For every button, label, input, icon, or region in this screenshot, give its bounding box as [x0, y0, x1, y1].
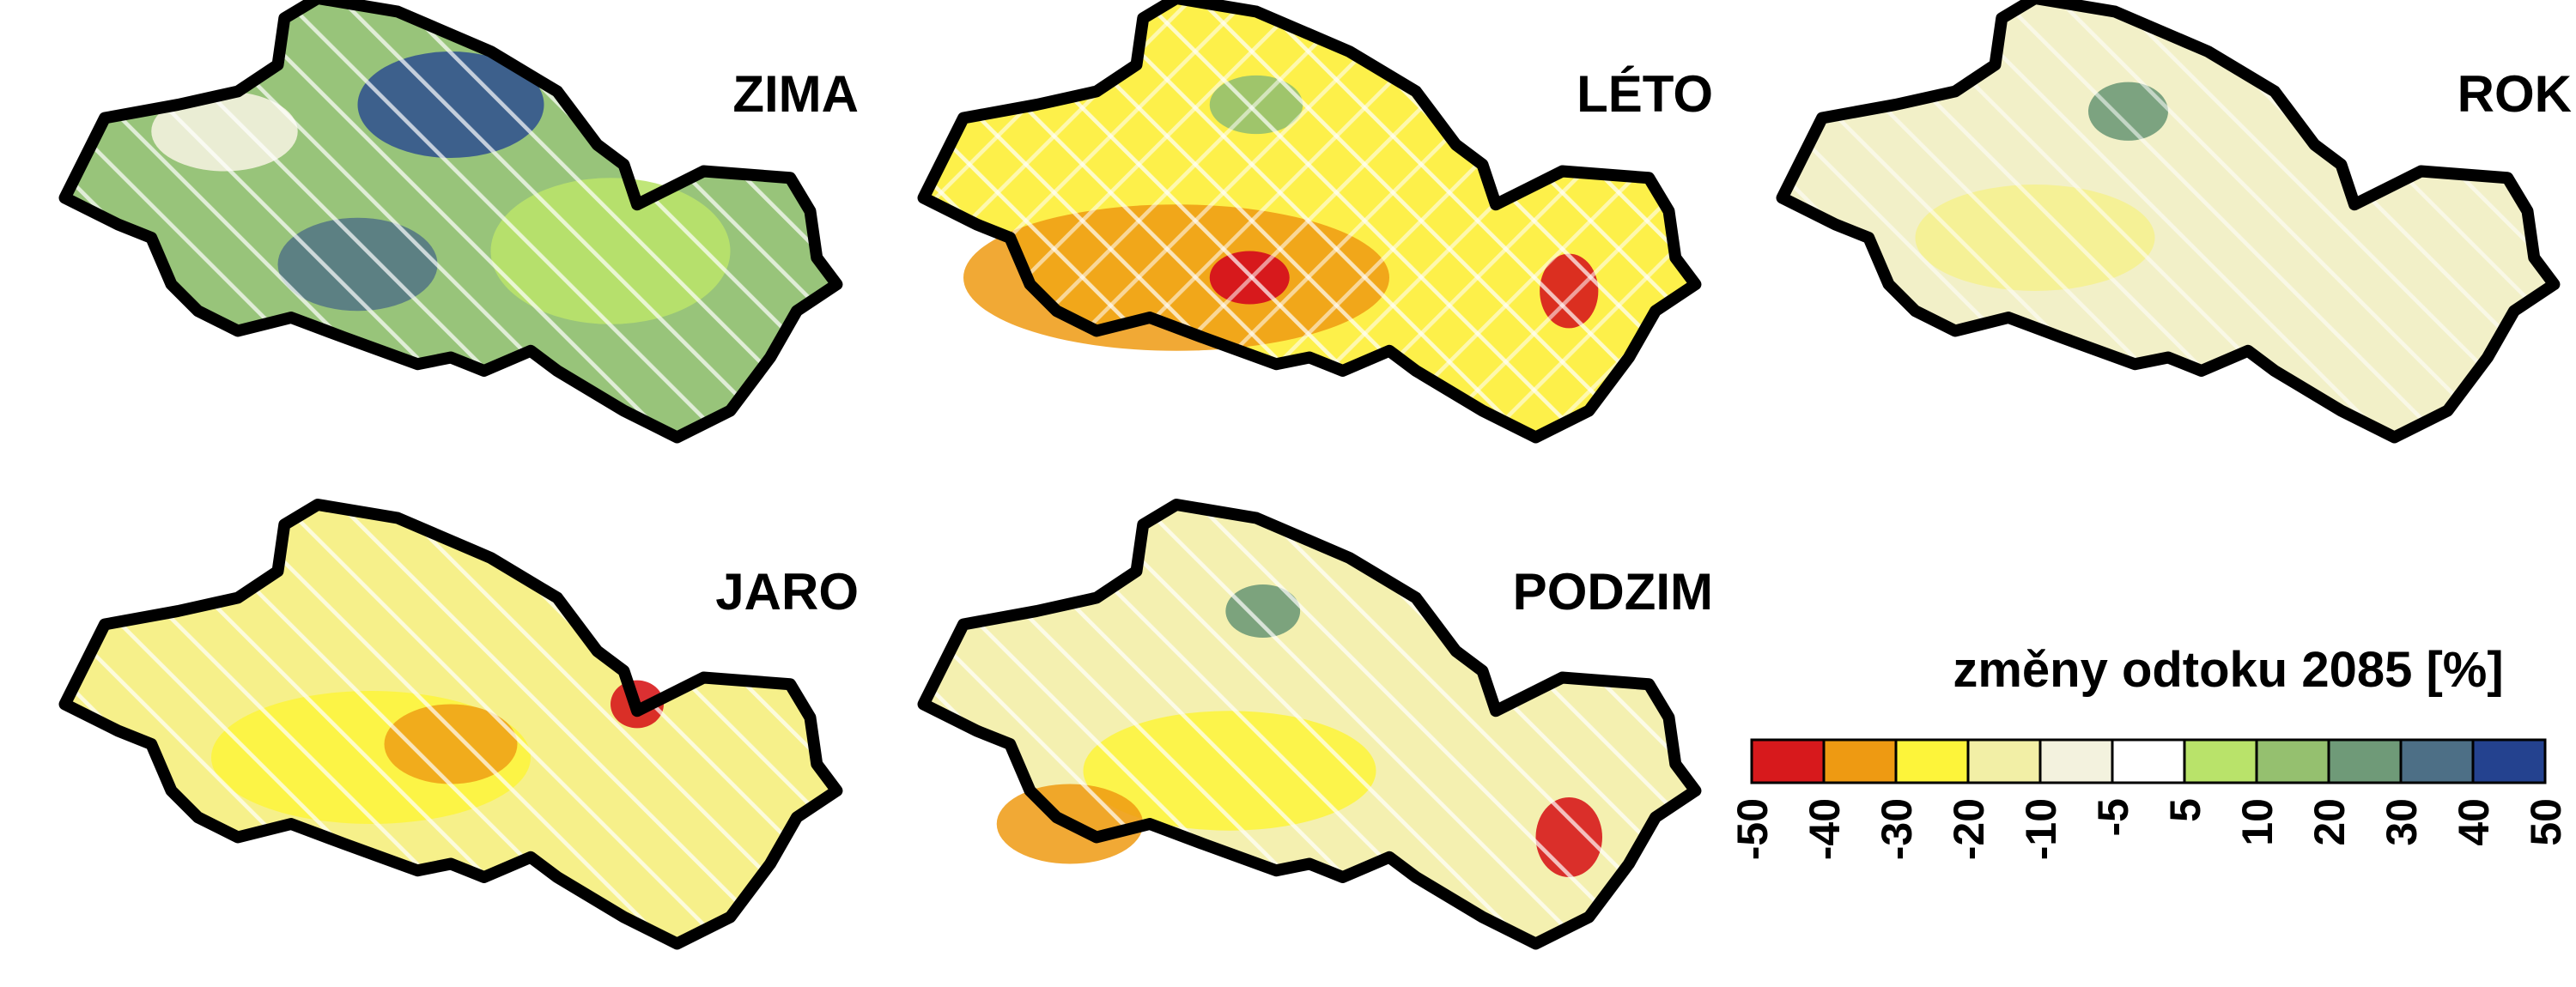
legend-tick-label: -50: [1728, 798, 1777, 860]
legend-tick-label: 10: [2233, 798, 2281, 846]
panel-title-rok: ROK: [2458, 65, 2572, 123]
legend-swatch: [2327, 738, 2403, 784]
legend-colorbar: [1750, 738, 2547, 784]
panel-title-jaro: JARO: [715, 563, 859, 621]
legend-tick-label: -5: [2089, 798, 2137, 836]
map-panel-jaro: [65, 505, 837, 944]
legend-tick-label: 40: [2450, 798, 2498, 846]
legend-title: změny odtoku 2085 [%]: [1953, 642, 2503, 698]
legend-tick-label: -30: [1873, 798, 1921, 860]
legend-tick-label: -20: [1945, 798, 1993, 860]
legend-tick-label: -10: [2017, 798, 2065, 860]
legend-swatch: [2183, 738, 2258, 784]
legend-swatch: [2111, 738, 2186, 784]
legend-swatch: [2399, 738, 2475, 784]
panel-title-podzim: PODZIM: [1513, 563, 1713, 621]
legend-swatch: [1822, 738, 1898, 784]
legend-swatch: [1894, 738, 1970, 784]
map-panel-zima: [65, 0, 837, 438]
rok-hatching: [1782, 0, 2555, 438]
legend-tick-label: 20: [2306, 798, 2354, 846]
legend-swatch: [2471, 738, 2547, 784]
legend: změny odtoku 2085 [%] -50 -40 -30 -20 -10 -5 5…: [1728, 642, 2570, 860]
map-panel-leto: [924, 0, 1696, 438]
zima-hatching: [64, 0, 837, 438]
legend-tick-labels: -50 -40 -30 -20 -10 -5 5 10 20 30 40 50: [1728, 798, 2570, 860]
legend-tick-label: 30: [2378, 798, 2426, 846]
legend-swatch: [1966, 738, 2042, 784]
legend-tick-label: -40: [1801, 798, 1849, 860]
legend-tick-label: 5: [2161, 798, 2209, 822]
map-panel-podzim: [924, 505, 1696, 944]
legend-swatch: [2255, 738, 2330, 784]
legend-tick-label: 50: [2522, 798, 2570, 846]
panel-title-zima: ZIMA: [732, 65, 859, 123]
legend-swatch: [2038, 738, 2114, 784]
legend-swatch: [1750, 738, 1826, 784]
panel-title-leto: LÉTO: [1577, 65, 1713, 123]
map-panel-rok: [1783, 0, 2555, 438]
